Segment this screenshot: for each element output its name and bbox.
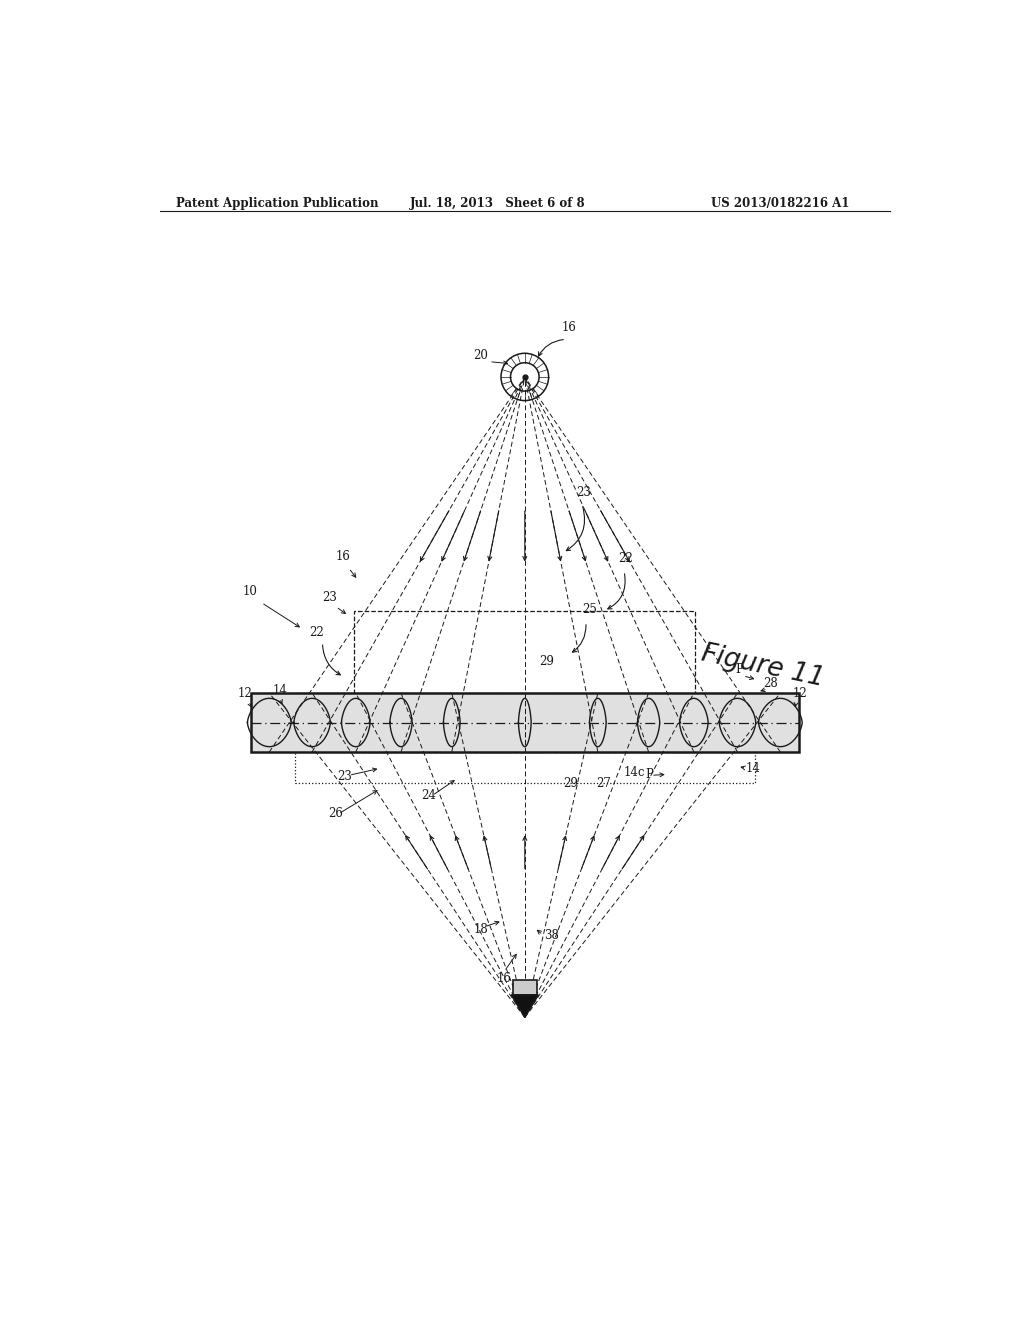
Text: Figure 11: Figure 11: [699, 642, 827, 692]
Text: Jul. 18, 2013   Sheet 6 of 8: Jul. 18, 2013 Sheet 6 of 8: [410, 197, 586, 210]
Text: 22: 22: [309, 626, 324, 639]
Polygon shape: [511, 995, 539, 1018]
Text: P: P: [735, 663, 743, 676]
Text: 24: 24: [422, 789, 436, 801]
Text: 22: 22: [618, 552, 633, 565]
Text: 38: 38: [544, 929, 559, 942]
Text: P: P: [645, 768, 653, 781]
Bar: [295, 693, 755, 784]
Text: 18: 18: [473, 923, 488, 936]
Text: 14c: 14c: [624, 767, 645, 779]
FancyArrowPatch shape: [539, 339, 563, 356]
Text: 12: 12: [793, 688, 808, 700]
Text: US 2013/0182216 A1: US 2013/0182216 A1: [712, 197, 850, 210]
Text: 26: 26: [328, 807, 343, 820]
Text: 29: 29: [563, 776, 578, 789]
Text: 23: 23: [338, 771, 352, 784]
Text: 29: 29: [539, 655, 554, 668]
Text: 20: 20: [473, 348, 488, 362]
Bar: [354, 611, 695, 752]
Bar: [513, 979, 537, 995]
Text: 14: 14: [745, 763, 760, 775]
Text: 16: 16: [497, 972, 512, 985]
FancyArrowPatch shape: [566, 507, 585, 550]
Text: 28: 28: [763, 677, 777, 690]
Text: 16: 16: [336, 550, 351, 562]
Text: 12: 12: [238, 688, 252, 700]
Text: 14: 14: [272, 684, 288, 697]
Text: 10: 10: [243, 586, 258, 598]
Text: Patent Application Publication: Patent Application Publication: [176, 197, 378, 210]
Text: 23: 23: [323, 590, 337, 603]
Bar: [251, 693, 799, 752]
Text: 25: 25: [582, 603, 597, 615]
Text: 23: 23: [577, 486, 591, 499]
FancyArrowPatch shape: [572, 624, 586, 652]
FancyArrowPatch shape: [323, 645, 340, 675]
Text: 27: 27: [596, 776, 611, 789]
FancyArrowPatch shape: [608, 574, 625, 609]
Text: 16: 16: [562, 321, 577, 334]
